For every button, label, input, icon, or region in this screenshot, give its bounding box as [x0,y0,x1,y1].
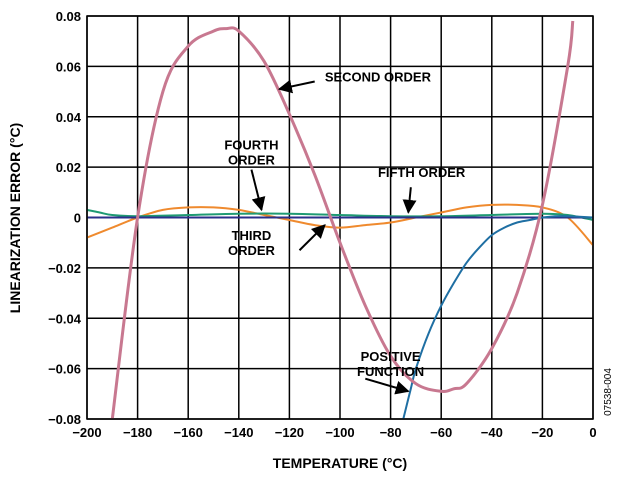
annotation-fourth: FOURTH ORDER [224,137,278,167]
annotation-arrow-positive [365,377,410,395]
y-tick-label: 0.02 [56,160,81,175]
x-tick-label: −80 [380,425,402,440]
x-tick-label: −20 [531,425,553,440]
chart-series [86,20,594,420]
figure-id: 07538-004 [603,368,614,416]
series-line-positive-function [402,215,594,420]
x-tick-label: −40 [481,425,503,440]
x-tick-label: −200 [72,425,101,440]
annotation-second: SECOND ORDER [325,69,432,84]
annotation-fifth: FIFTH ORDER [378,165,466,180]
y-tick-label: 0 [74,211,81,226]
x-tick-label: 0 [589,425,596,440]
y-tick-label: 0.06 [56,59,81,74]
series-line-second-order [110,20,575,420]
x-tick-label: −180 [123,425,152,440]
plot-frame [86,15,594,420]
x-tick-label: −120 [275,425,304,440]
y-tick-label: 0.08 [56,9,81,24]
annotation-arrow-second [277,79,315,94]
x-tick-label: −100 [325,425,354,440]
y-tick-label: 0.04 [56,110,82,125]
annotation-arrow-fourth [250,169,266,212]
y-tick-label: −0.04 [48,311,82,326]
series-line-third-order [86,203,594,246]
annotation-third: THIRD ORDER [228,228,276,258]
x-tick-label: −140 [224,425,253,440]
x-axis-label: TEMPERATURE (°C) [273,455,407,471]
x-tick-label: −60 [430,425,452,440]
y-tick-label: −0.02 [48,261,81,276]
y-tick-label: −0.06 [48,362,81,377]
annotation-positive: POSITIVE FUNCTION [357,349,424,379]
y-tick-labels: 0.08 0.06 0.04 0.02 0 −0.02 −0.04 −0.06 −0.08 [48,9,82,427]
annotation-arrow-third [298,224,326,251]
annotation-arrow-fifth [402,187,417,214]
y-axis-label: LINEARIZATION ERROR (°C) [7,123,23,313]
x-tick-label: −160 [174,425,203,440]
x-tick-labels: −200 −180 −160 −140 −120 −100 −80 −60 −40 −20 0 [72,425,596,440]
y-tick-label: −0.08 [48,412,81,427]
chart-annotations: SECOND ORDER FOURTH ORDER FIFTH ORDER THIRD O… [224,69,466,395]
